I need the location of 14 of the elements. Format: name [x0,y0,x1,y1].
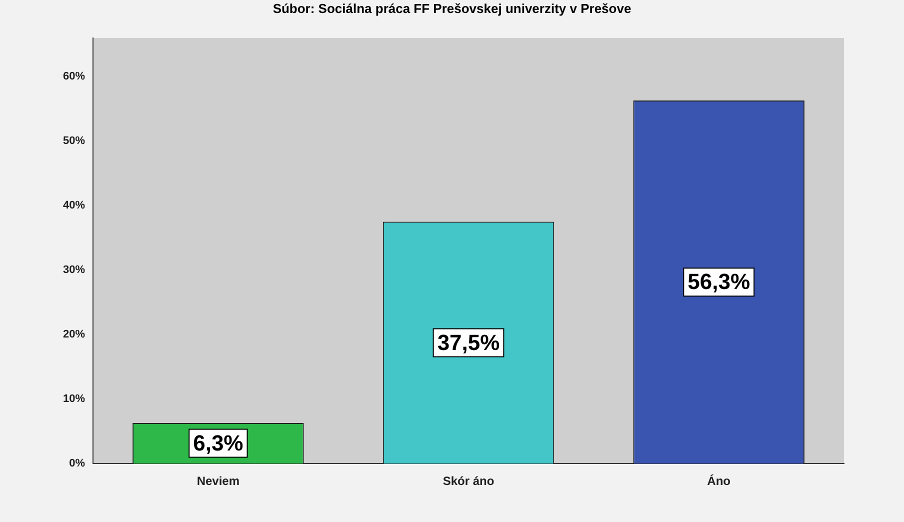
y-tick-label: 50% [62,135,86,148]
data-label: 6,3% [193,430,244,456]
x-tick-label: Áno [707,474,730,488]
y-tick-label: 10% [62,393,86,406]
data-label: 37,5% [437,330,500,355]
y-tick-label: 60% [62,70,86,83]
data-label: 56,3% [688,269,750,294]
chart-title: Súbor: Sociálna práca FF Prešovskej univerzity v Prešove [272,0,632,18]
y-tick-label: 30% [62,264,86,276]
y-tick-label: 20% [62,328,86,341]
x-tick-label: Skór áno [442,474,494,488]
y-tick-label: 0% [69,458,86,470]
x-tick-label: Neviem [196,474,240,488]
y-tick-label: 40% [62,200,86,212]
